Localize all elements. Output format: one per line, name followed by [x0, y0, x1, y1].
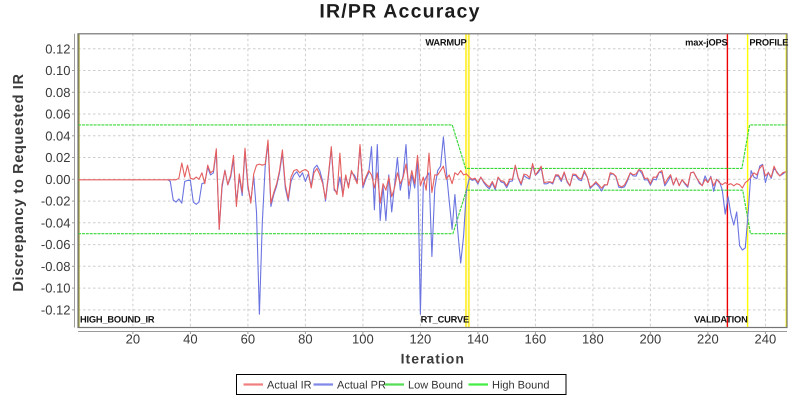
svg-text:40: 40 [183, 331, 197, 346]
svg-text:20: 20 [126, 331, 140, 346]
svg-text:0.04: 0.04 [45, 128, 70, 143]
svg-text:RT_CURVE: RT_CURVE [421, 315, 469, 325]
svg-text:200: 200 [640, 331, 662, 346]
svg-text:WARMUP: WARMUP [425, 37, 466, 47]
svg-text:140: 140 [467, 331, 489, 346]
svg-text:0.00: 0.00 [45, 172, 70, 187]
svg-text:High Bound: High Bound [492, 380, 550, 392]
svg-text:220: 220 [697, 331, 719, 346]
svg-text:-0.02: -0.02 [41, 194, 71, 209]
svg-text:240: 240 [755, 331, 777, 346]
svg-text:0.02: 0.02 [45, 150, 70, 165]
svg-text:80: 80 [298, 331, 312, 346]
svg-text:180: 180 [582, 331, 604, 346]
svg-text:-0.08: -0.08 [41, 259, 71, 274]
svg-text:PROFILE: PROFILE [749, 37, 788, 47]
svg-text:Low Bound: Low Bound [408, 380, 463, 392]
svg-text:max-jOPS: max-jOPS [685, 37, 727, 47]
svg-text:120: 120 [410, 331, 432, 346]
svg-text:0.10: 0.10 [45, 63, 70, 78]
svg-text:-0.12: -0.12 [41, 303, 71, 318]
svg-text:-0.06: -0.06 [41, 237, 71, 252]
svg-text:HIGH_BOUND_IR: HIGH_BOUND_IR [80, 315, 155, 325]
svg-text:Discrepancy to Requested IR: Discrepancy to Requested IR [11, 73, 27, 291]
svg-text:VALIDATION: VALIDATION [694, 315, 748, 325]
svg-text:-0.04: -0.04 [41, 215, 71, 230]
svg-text:0.06: 0.06 [45, 107, 70, 122]
svg-text:0.08: 0.08 [45, 85, 70, 100]
svg-text:IR/PR Accuracy: IR/PR Accuracy [319, 1, 480, 23]
svg-text:160: 160 [525, 331, 547, 346]
svg-text:-0.10: -0.10 [41, 281, 71, 296]
svg-text:100: 100 [352, 331, 374, 346]
svg-text:60: 60 [241, 331, 255, 346]
svg-text:Iteration: Iteration [401, 351, 465, 367]
svg-text:Actual PR: Actual PR [337, 380, 386, 392]
svg-text:Actual IR: Actual IR [267, 380, 312, 392]
svg-text:0.12: 0.12 [45, 41, 70, 56]
